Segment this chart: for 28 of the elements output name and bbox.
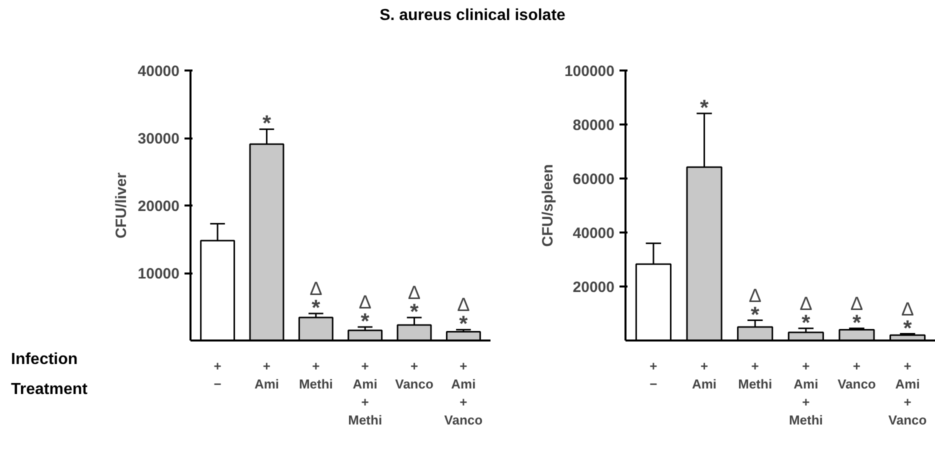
x-tick-label: + Ami + Methi: [788, 358, 823, 428]
text: Infection: [11, 350, 79, 370]
x-tick-label: + Ami: [254, 358, 280, 392]
x-tick-label: + Ami + Methi: [348, 358, 382, 428]
y-tick-label: 20000: [138, 198, 180, 215]
x-tick-label: + Vanco: [838, 358, 876, 392]
y-tick-label: 60000: [572, 171, 615, 188]
y-tick-label: 10000: [138, 266, 180, 282]
x-tick-label: + Ami: [692, 358, 717, 392]
annotation: *: [262, 110, 272, 136]
text: Treatment: [11, 380, 88, 400]
x-tick-label: + −: [214, 358, 222, 392]
y-tick-label: 30000: [138, 130, 180, 148]
y-tick-label: 20000: [572, 279, 615, 296]
x-tick-label: + Ami + Vanco: [888, 358, 927, 428]
annotation: *: [700, 94, 709, 120]
x-tick-label: + Methi: [298, 358, 333, 392]
y-axis-title: CFU/liver: [112, 172, 130, 238]
x-tick-label: + Methi: [738, 358, 772, 392]
y-tick-label: 80000: [572, 117, 615, 134]
chart-title: S. aureus clinical isolate: [380, 6, 566, 26]
y-axis-title: CFU/spleen: [539, 164, 556, 247]
x-tick-label: + −: [650, 358, 658, 392]
y-tick-label: 40000: [572, 225, 615, 242]
x-tick-label: + Vanco: [395, 358, 434, 392]
y-tick-label: 40000: [138, 63, 180, 80]
y-tick-label: 100000: [564, 63, 615, 80]
x-tick-label: + Ami + Vanco: [444, 358, 483, 428]
